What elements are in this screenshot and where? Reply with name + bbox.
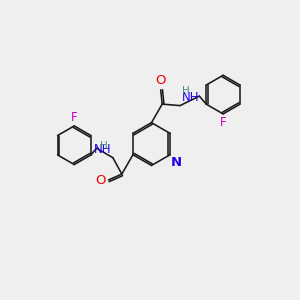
Text: O: O (96, 174, 106, 187)
Text: NH: NH (182, 91, 199, 104)
Text: F: F (220, 116, 226, 129)
Text: N: N (171, 156, 182, 169)
Text: H: H (182, 86, 189, 96)
Text: F: F (71, 110, 78, 124)
Text: NH: NH (94, 143, 111, 156)
Text: H: H (100, 141, 107, 151)
Text: O: O (155, 74, 166, 87)
